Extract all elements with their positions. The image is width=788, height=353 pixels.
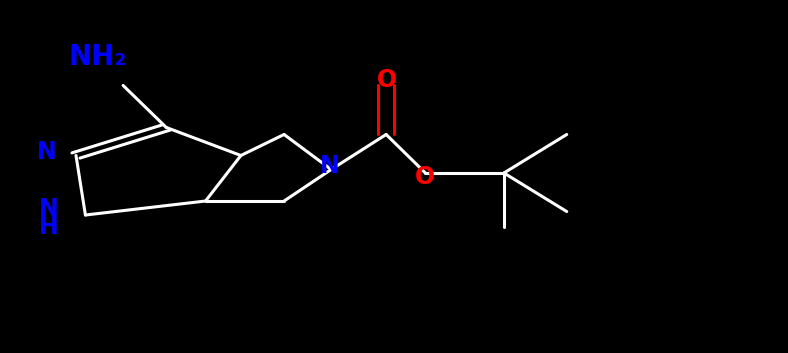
Text: N: N	[37, 140, 57, 164]
Text: NH₂: NH₂	[68, 43, 127, 71]
Text: O: O	[377, 68, 397, 92]
Text: N: N	[320, 154, 340, 178]
Text: N: N	[39, 197, 58, 221]
Text: H: H	[39, 215, 58, 239]
Text: O: O	[415, 164, 436, 189]
